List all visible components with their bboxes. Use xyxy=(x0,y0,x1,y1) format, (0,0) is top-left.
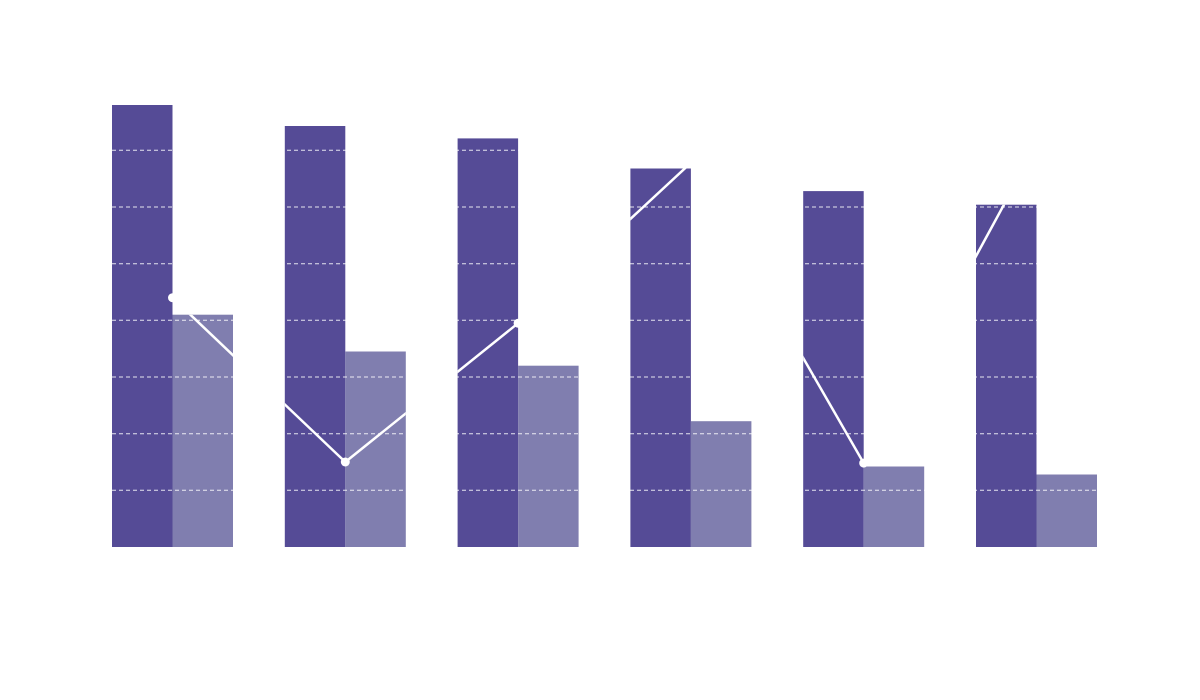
bar-series-a-6 xyxy=(976,204,1037,547)
bar-series-b-5 xyxy=(863,466,925,547)
line-point-2 xyxy=(340,457,350,467)
bar-series-a-5 xyxy=(803,191,864,547)
bar-series-a-1 xyxy=(112,105,173,547)
bars-layer xyxy=(112,105,1097,547)
line-point-5 xyxy=(859,458,869,468)
bar-series-b-6 xyxy=(1036,474,1097,547)
bar-series-a-3 xyxy=(457,138,519,547)
bar-series-b-3 xyxy=(518,365,579,547)
bar-series-b-2 xyxy=(345,351,406,547)
bar-series-b-1 xyxy=(172,314,233,547)
line-point-1 xyxy=(168,293,177,303)
line-point-3 xyxy=(513,318,523,328)
bar-series-a-2 xyxy=(284,126,346,547)
bar-series-b-4 xyxy=(690,421,752,547)
bar-series-a-4 xyxy=(630,168,691,547)
gridlines xyxy=(112,149,1097,491)
